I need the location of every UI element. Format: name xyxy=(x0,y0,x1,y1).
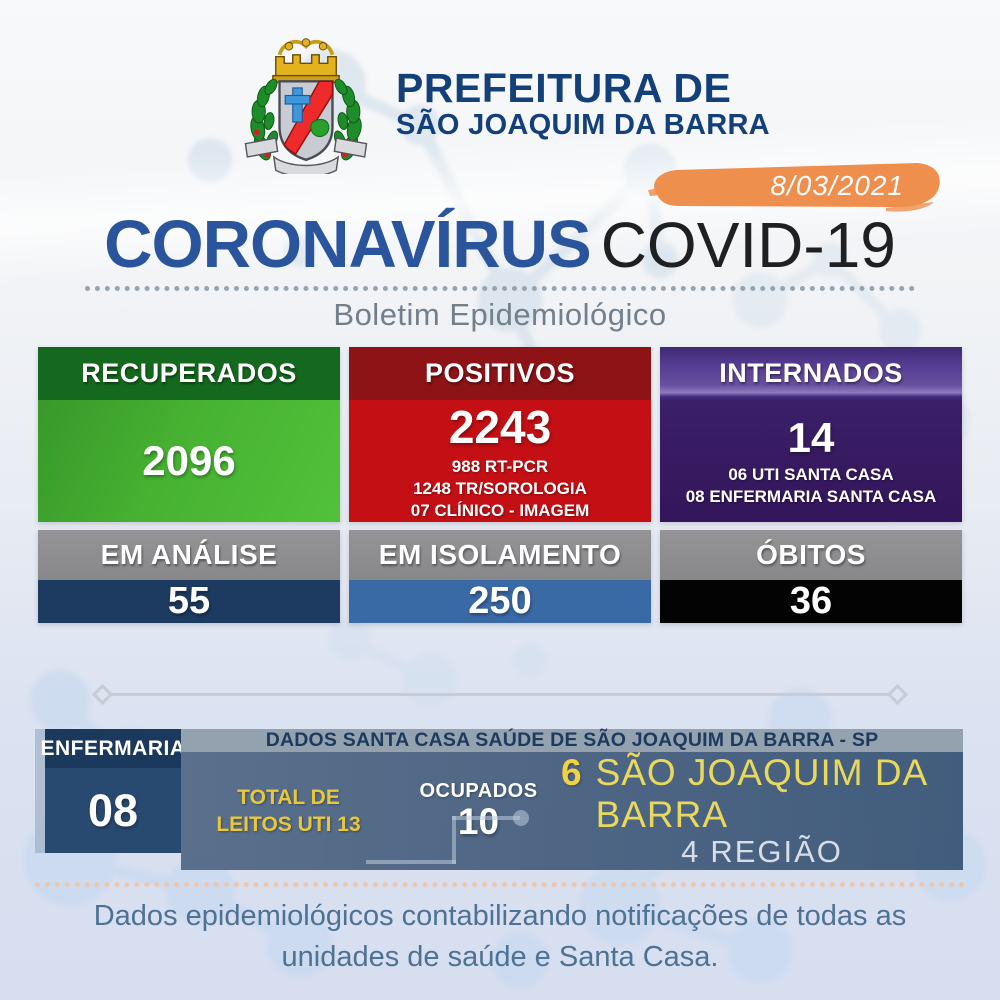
brush-stroke-shape xyxy=(648,163,940,212)
santa-casa-accent-strip xyxy=(35,729,45,853)
santa-casa-title: DADOS SANTA CASA SAÚDE DE SÃO JOAQUIM DA… xyxy=(181,729,963,752)
total-leitos-uti: TOTAL DE LEITOS UTI 13 xyxy=(181,784,396,839)
card-recuperados-body: 2096 xyxy=(38,400,340,523)
detail-rt-pcr: 988 RT-PCR xyxy=(451,457,549,476)
footer-note-line2: unidades de saúde e Santa Casa. xyxy=(281,941,719,974)
org-name: PREFEITURA DE SÃO JOAQUIM DA BARRA xyxy=(396,64,770,142)
footer-dotted-separator xyxy=(35,882,965,887)
main-title: CORONAVÍRUS COVID-19 xyxy=(0,206,1000,283)
enfermaria-label: ENFERMARIA xyxy=(41,729,185,768)
region-name: REGIÃO xyxy=(710,834,843,869)
card-positivos: POSITIVOS 2243 988 RT-PCR 1248 TR/SOROLO… xyxy=(349,347,651,523)
city-region-block: 6 SÃO JOAQUIM DA BARRA 4 REGIÃO xyxy=(561,752,963,870)
stat-cards-row1: RECUPERADOS 2096 POSITIVOS 2243 988 RT-P… xyxy=(38,347,962,523)
divider-diamond-right xyxy=(886,683,909,705)
divider-diamond-left xyxy=(91,683,114,705)
santa-casa-body: TOTAL DE LEITOS UTI 13 OCUPADOS 10 6 SÃO… xyxy=(181,752,963,870)
divider-line xyxy=(110,692,890,696)
detail-sorologia: 1248 TR/SOROLOGIA xyxy=(413,479,587,499)
santa-casa-section: ENFERMARIA 08 DADOS SANTA CASA SAÚDE DE … xyxy=(35,729,963,870)
card-em-isolamento-label: EM ISOLAMENTO xyxy=(349,530,651,580)
card-positivos-value: 2243 xyxy=(448,401,552,453)
enfermaria-value: 08 xyxy=(45,768,181,853)
card-recuperados-label: RECUPERADOS xyxy=(38,347,340,400)
region-row: 4 REGIÃO xyxy=(681,834,843,870)
org-name-line2: SÃO JOAQUIM DA BARRA xyxy=(396,108,770,141)
detail-enfermaria: 08 ENFERMARIA SANTA CASA xyxy=(685,487,937,507)
ocupados-label: OCUPADOS xyxy=(419,780,538,803)
connector-underline xyxy=(366,860,456,864)
card-em-analise-value: 55 xyxy=(167,580,211,622)
card-obitos: ÓBITOS 36 xyxy=(660,530,962,623)
santa-casa-panel: DADOS SANTA CASA SAÚDE DE SÃO JOAQUIM DA… xyxy=(181,729,963,870)
city-coat-of-arms xyxy=(244,38,368,174)
card-positivos-body: 2243 988 RT-PCR 1248 TR/SOROLOGIA 07 CLÍ… xyxy=(349,400,651,523)
date-badge: 8/03/2021 xyxy=(646,160,944,214)
card-em-isolamento-body: 250 xyxy=(349,580,651,623)
org-name-line1: PREFEITURA DE xyxy=(396,64,732,111)
title-covid19: COVID-19 xyxy=(600,209,896,281)
card-obitos-body: 36 xyxy=(660,580,962,623)
card-recuperados-value: 2096 xyxy=(142,437,236,485)
card-em-analise: EM ANÁLISE 55 xyxy=(38,530,340,623)
card-internados-details: 06 UTI SANTA CASA 08 ENFERMARIA SANTA CA… xyxy=(686,464,937,508)
city-count: 6 xyxy=(561,752,582,793)
card-em-isolamento: EM ISOLAMENTO 250 xyxy=(349,530,651,623)
card-internados: INTERNADOS 14 06 UTI SANTA CASA 08 ENFER… xyxy=(660,347,962,523)
stat-cards-row2: EM ANÁLISE 55 EM ISOLAMENTO 250 ÓBITOS 3… xyxy=(38,530,962,623)
region-count: 4 xyxy=(681,834,699,869)
ocupados-value: 10 xyxy=(457,801,500,843)
header: PREFEITURA DE SÃO JOAQUIM DA BARRA xyxy=(0,34,1000,174)
card-internados-body: 14 06 UTI SANTA CASA 08 ENFERMARIA SANTA… xyxy=(660,400,962,523)
detail-clinico: 07 CLÍNICO - IMAGEM xyxy=(410,501,590,521)
card-positivos-details: 988 RT-PCR 1248 TR/SOROLOGIA 07 CLÍNICO … xyxy=(411,456,590,522)
card-em-analise-label: EM ANÁLISE xyxy=(38,530,340,580)
ocupados-block: OCUPADOS 10 xyxy=(396,780,561,842)
card-internados-value: 14 xyxy=(787,414,835,462)
bulletin-date: 8/03/2021 xyxy=(770,170,904,201)
bulletin-subtitle: Boletim Epidemiológico xyxy=(333,297,667,332)
card-recuperados: RECUPERADOS 2096 xyxy=(38,347,340,523)
card-positivos-label: POSITIVOS xyxy=(349,347,651,400)
connector-horizontal xyxy=(452,816,520,820)
card-em-analise-body: 55 xyxy=(38,580,340,623)
card-em-isolamento-value: 250 xyxy=(468,580,532,622)
footer-note: Dados epidemiológicos contabilizando not… xyxy=(0,896,1000,978)
enfermaria-box: ENFERMARIA 08 xyxy=(41,729,185,853)
total-leitos-line1: TOTAL DE xyxy=(237,785,340,809)
card-internados-label: INTERNADOS xyxy=(660,347,962,400)
dotted-separator xyxy=(85,286,915,291)
connector-dot xyxy=(513,810,529,826)
city-row: 6 SÃO JOAQUIM DA BARRA xyxy=(561,752,963,836)
total-leitos-line2: LEITOS UTI 13 xyxy=(216,813,361,836)
detail-uti: 06 UTI SANTA CASA xyxy=(728,465,894,485)
title-coronavirus: CORONAVÍRUS xyxy=(104,207,592,282)
card-obitos-value: 36 xyxy=(789,580,833,622)
footer-note-line1: Dados epidemiológicos contabilizando not… xyxy=(93,900,907,932)
section-divider xyxy=(91,683,909,705)
connector-vertical xyxy=(452,816,456,864)
card-obitos-label: ÓBITOS xyxy=(660,530,962,580)
city-name: SÃO JOAQUIM DA BARRA xyxy=(595,752,927,835)
